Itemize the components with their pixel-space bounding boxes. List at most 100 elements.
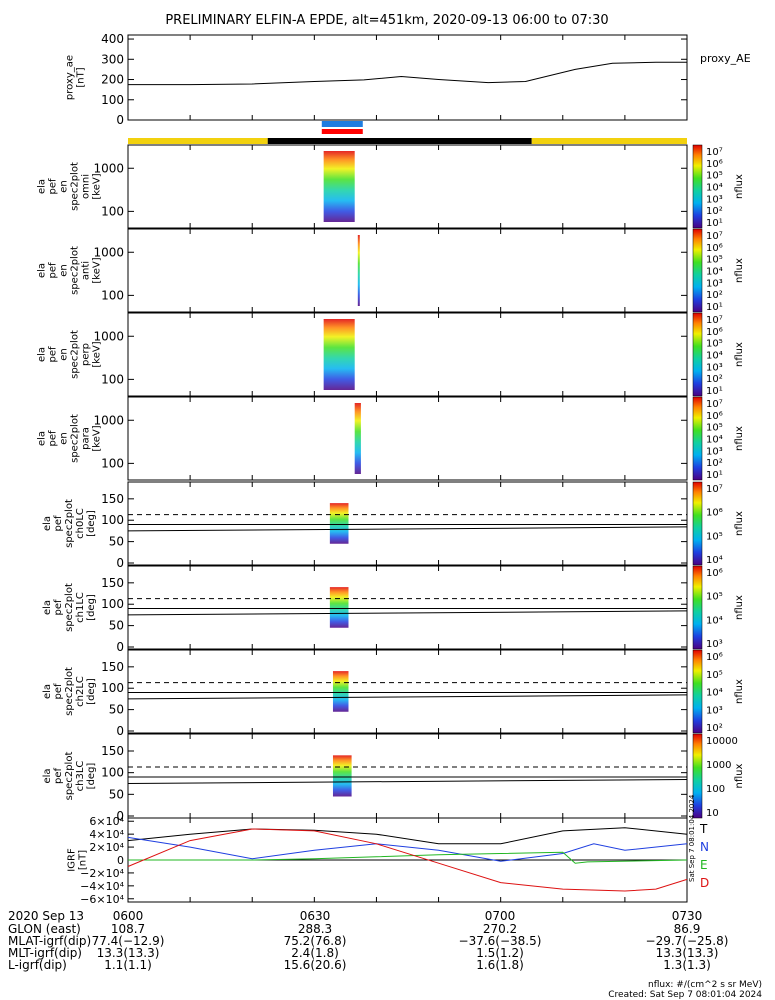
x-tick-label: 0630 [300, 909, 331, 923]
spectrogram-panel: 1001000elapefenspec2plotomni[keV]10⁷10⁶1… [37, 144, 745, 229]
y-tick-label: 1000 [93, 413, 124, 427]
y-tick-label: 1000 [93, 161, 124, 175]
footer-row-label: GLON (east) [8, 922, 81, 936]
flux-patch [329, 503, 349, 544]
y-tick-label: 100 [101, 204, 124, 218]
colorbar-label: nflux [734, 595, 745, 620]
footer-row-label: L-igrf(dip) [8, 958, 67, 972]
flux-patch [329, 587, 349, 628]
colorbar-tick-label: 10⁵ [706, 423, 723, 434]
colorbar-tick-label: 10000 [706, 736, 738, 747]
y-tick-label: 0 [116, 113, 124, 127]
colorbar-tick-label: 10⁶ [706, 508, 723, 519]
flux-patch [357, 235, 360, 306]
legend-proxy-ae: proxy_AE [700, 52, 751, 65]
y-tick-label: 0 [116, 556, 124, 570]
y-tick-label: 6×10⁴ [89, 815, 124, 828]
footer-row-value: 75.2(76.8) [284, 934, 347, 948]
igrf-series-D [127, 828, 688, 892]
colorbar-tick-label: 10⁶ [706, 327, 723, 338]
y-tick-label: 0 [116, 724, 124, 738]
axes-frame [127, 481, 688, 566]
colorbar-label: nflux [734, 342, 745, 367]
colorbar [692, 565, 703, 650]
y-tick-label: 0 [116, 809, 124, 823]
legend-N: N [700, 840, 709, 854]
y-tick-label: −2×10⁴ [80, 867, 124, 880]
colorbar-tick-label: 10³ [706, 446, 723, 457]
orbit-segment [531, 138, 687, 144]
colorbar-tick-label: 10² [706, 458, 723, 469]
colorbar-tick-label: 10⁷ [706, 399, 723, 410]
y-tick-label: 100 [101, 681, 124, 695]
colorbar-tick-label: 10⁴ [706, 615, 723, 626]
colorbar-tick-label: 10⁵ [706, 592, 723, 603]
legend-D: D [700, 876, 709, 890]
colorbar-tick-label: 10³ [706, 362, 723, 373]
colorbar-tick-label: 10⁶ [706, 568, 723, 579]
spectrogram-panel: 1001000elapefenspec2plotanti[keV]10⁷10⁶1… [37, 228, 745, 313]
x-tick-label: 0700 [485, 909, 516, 923]
axes-frame [127, 649, 688, 734]
y-tick-label: 150 [101, 744, 124, 758]
y-tick-label: 100 [101, 372, 124, 386]
colorbar-tick-label: 100 [706, 784, 725, 795]
colorbar-tick-label: 10⁶ [706, 652, 723, 663]
y-tick-label: 0 [117, 854, 124, 867]
spectrogram-panel: 0 50 100 150 elapefspec2plotch1LC[deg] 10⁶ 10⁵… [42, 565, 745, 654]
colorbar [692, 649, 703, 734]
y-tick-label: 1000 [93, 245, 124, 259]
axes-frame [127, 733, 688, 819]
y-tick-label: 150 [101, 492, 124, 506]
created-note: Created: Sat Sep 7 08:01:04 2024 [608, 990, 762, 1000]
side-stamp: Sat Sep 7 08:01:04 2024 [688, 794, 696, 882]
colorbar-label: nflux [734, 511, 745, 536]
spectrogram-panel: 0 50 100 150 elapefspec2plotch0LC[deg] 10⁷ 10⁶… [42, 481, 745, 570]
colorbar-tick-label: 10⁵ [706, 255, 723, 266]
igrf-series-T [127, 827, 688, 845]
colorbar-tick-label: 10² [706, 374, 723, 385]
proxy-ae-line [128, 61, 687, 86]
colorbar-tick-label: 10² [706, 723, 723, 734]
flux-patch [332, 755, 352, 797]
y-axis-label: proxy_ae[nT] [65, 55, 87, 100]
orbit-segment [267, 138, 532, 144]
colorbar-tick-label: 10⁷ [706, 484, 723, 495]
field-line [127, 526, 688, 532]
y-tick-label: 100 [101, 456, 124, 470]
y-tick-label: 50 [109, 787, 124, 801]
colorbar-tick-label: 10⁶ [706, 159, 723, 170]
y-tick-label: −6×10⁴ [80, 893, 124, 906]
colorbar-tick-label: 10⁵ [706, 171, 723, 182]
colorbar [692, 733, 703, 819]
colorbar-label: nflux [734, 763, 745, 788]
colorbar-label: nflux [734, 426, 745, 451]
colorbar [692, 312, 703, 397]
colorbar-tick-label: 10⁷ [706, 315, 723, 326]
igrf-panel: −6×10⁴−4×10⁴−2×10⁴02×10⁴4×10⁴6×10⁴TNEDIG… [67, 794, 710, 906]
flux-patch [332, 671, 349, 712]
colorbar-tick-label: 10⁶ [706, 243, 723, 254]
y-tick-label: 400 [101, 32, 124, 46]
footer-row-value: 77.4(−12.9) [92, 934, 165, 948]
igrf-series-E [128, 851, 688, 864]
y-tick-label: 50 [109, 535, 124, 549]
colorbar-tick-label: 10³ [706, 639, 723, 650]
proxy-ae-panel: 0 100 200 300 400 proxy_ae[nT] proxy_AE [65, 32, 751, 127]
footer-row-value: 2.4(1.8) [291, 946, 339, 960]
colorbar-tick-label: 10¹ [706, 218, 723, 229]
colorbar-tick-label: 10⁷ [706, 231, 723, 242]
colorbar-tick-label: 10⁵ [706, 531, 723, 542]
y-tick-label: 2×10⁴ [89, 841, 124, 854]
footer-row-value: 1.6(1.8) [476, 958, 524, 972]
colorbar-tick-label: 10⁴ [706, 688, 723, 699]
footer-row-value: 1.5(1.2) [476, 946, 524, 960]
legend-T: T [699, 822, 708, 836]
y-axis-label: elapefenspec2plotpara[keV] [37, 414, 103, 463]
colorbar-label: nflux [734, 258, 745, 283]
y-tick-label: 100 [101, 766, 124, 780]
colorbar-tick-label: 10⁷ [706, 147, 723, 158]
colorbar-tick-label: 10¹ [706, 302, 723, 313]
y-tick-label: 150 [101, 576, 124, 590]
colorbar-tick-label: 10⁴ [706, 267, 723, 278]
